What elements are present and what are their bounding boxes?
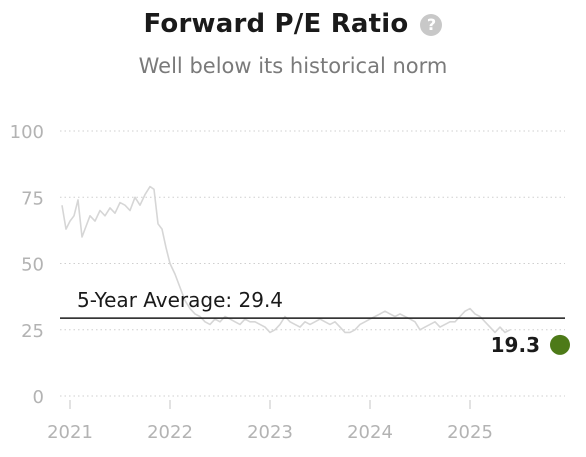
x-tick-label: 2025 [447,422,493,443]
x-tick-label: 2024 [347,422,393,443]
reference-line-layer: 5-Year Average: 29.4 [60,288,565,319]
current-value-label: 19.3 [491,333,540,357]
axis-layer: 0 25 50 75 100 2021 2022 2023 2024 2025 [10,122,493,443]
series-layer [61,185,511,334]
chart-title: Forward P/E Ratio [143,9,409,39]
y-tick-label: 50 [21,255,44,276]
x-tick-label: 2021 [47,422,93,443]
series-line-0 [61,185,511,334]
y-tick-label: 100 [10,122,44,143]
average-reference-label: 5-Year Average: 29.4 [77,288,283,312]
grid-layer [60,130,565,397]
x-tick-label: 2022 [147,422,193,443]
title-row: Forward P/E Ratio ? [0,4,586,44]
question-circle-icon[interactable]: ? [420,14,443,36]
x-tick-label: 2023 [247,422,293,443]
y-tick-label: 75 [21,188,44,209]
y-tick-label: 25 [21,321,44,342]
chart-subtitle: Well below its historical norm [138,54,448,78]
current-point-layer: 19.3 [491,333,570,357]
y-tick-label: 0 [33,387,44,408]
current-value-point[interactable] [550,334,570,355]
